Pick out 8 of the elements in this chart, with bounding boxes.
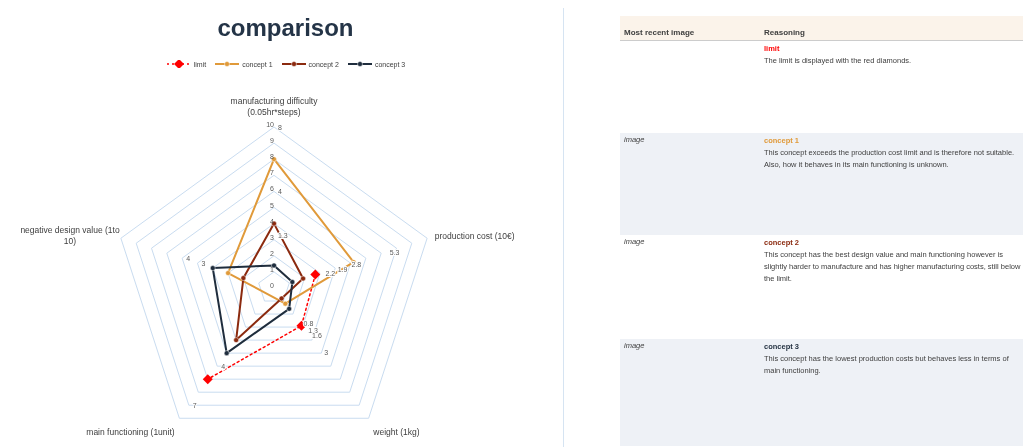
spoke-label: weight (1kg) xyxy=(372,426,420,437)
chart-title: comparison xyxy=(216,14,355,42)
spoke-label: main functioning (1unit) xyxy=(86,426,175,437)
text: Reasoning xyxy=(764,28,805,39)
spoke-label: negative design value (1to 10) xyxy=(20,225,120,247)
spoke-label: manufacturing difficulty (0.05hr*steps) xyxy=(230,96,319,117)
spoke-label: production cost (10€) xyxy=(434,230,515,241)
text: Most recent image xyxy=(623,28,696,39)
